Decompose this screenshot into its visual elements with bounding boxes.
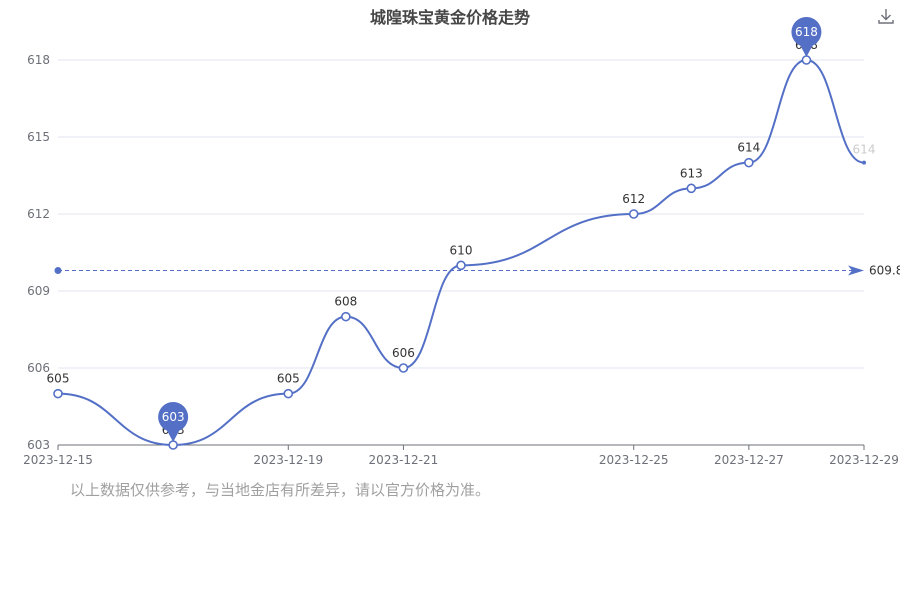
data-point — [456, 260, 466, 271]
x-tick-label: 2023-12-29 — [829, 453, 899, 467]
download-icon[interactable] — [876, 6, 896, 26]
data-label: 608 — [334, 295, 357, 309]
data-point — [53, 388, 63, 399]
y-tick-label: 618 — [27, 53, 50, 67]
data-label: 614 — [737, 141, 760, 155]
y-tick-label: 603 — [27, 438, 50, 452]
data-label: 613 — [680, 166, 703, 180]
average-line-label: 609.8 — [869, 263, 900, 277]
data-point — [686, 183, 697, 194]
data-point — [862, 160, 866, 165]
x-tick-label: 2023-12-21 — [369, 453, 439, 467]
x-tick-label: 2023-12-19 — [253, 453, 323, 467]
y-tick-label: 615 — [27, 130, 50, 144]
data-point — [398, 363, 409, 373]
data-point — [801, 55, 812, 65]
data-label: 610 — [450, 243, 473, 257]
min-marker-pin — [158, 402, 189, 432]
min-marker-pin-label: 603 — [162, 410, 185, 424]
y-tick-label: 609 — [27, 284, 50, 298]
line-chart: 603 606 609 612 615 618 2023-12-15 2023-12-19 20… — [23, 17, 900, 467]
data-label: 605 — [47, 372, 70, 386]
data-label: 612 — [622, 192, 645, 206]
chart-title: 城隍珠宝黄金价格走势 — [369, 8, 530, 27]
data-point — [341, 311, 351, 322]
average-line-arrow — [848, 265, 864, 276]
data-label: 606 — [392, 346, 415, 360]
data-point — [168, 440, 178, 450]
data-label: 605 — [277, 372, 300, 386]
y-tick-label: 606 — [27, 361, 50, 375]
data-label: 614 — [853, 143, 876, 157]
y-tick-label: 612 — [27, 207, 50, 221]
data-point — [628, 209, 639, 219]
disclaimer-footnote: 以上数据仅供参考，与当地金店有所差异，请以官方价格为准。 — [70, 481, 491, 499]
data-point — [283, 388, 294, 399]
x-tick-label: 2023-12-15 — [23, 453, 93, 467]
max-marker-pin — [791, 17, 822, 47]
data-point — [744, 157, 754, 168]
x-tick-label: 2023-12-27 — [714, 453, 784, 467]
x-tick-label: 2023-12-25 — [599, 453, 669, 467]
max-marker-pin-label: 618 — [795, 25, 818, 39]
